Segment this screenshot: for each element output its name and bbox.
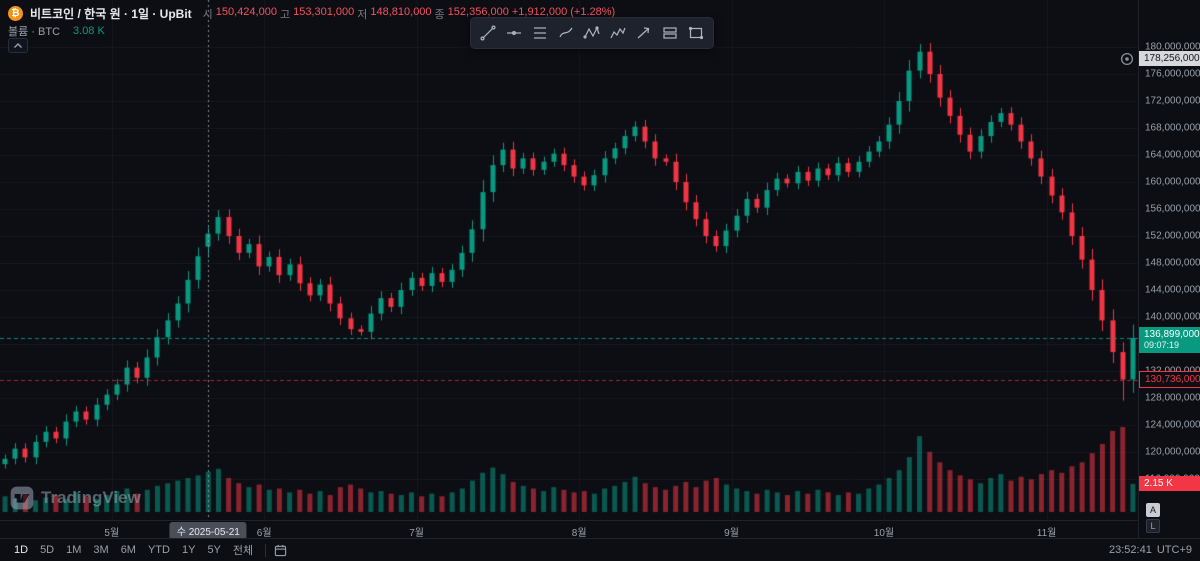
go-to-date-button[interactable] [272, 542, 289, 559]
range-button-3m[interactable]: 3M [87, 542, 114, 558]
calendar-icon [274, 544, 287, 556]
range-button-5d[interactable]: 5D [34, 542, 60, 558]
ohlc-values: 시 150,424,000 고 153,301,000 저 148,810,00… [203, 6, 616, 22]
fib-retracement-icon[interactable] [527, 20, 553, 46]
toolbar-divider [265, 543, 267, 557]
chart-legend: ₿ 비트코인 / 한국 원 · 1일 · UpBit 시 150,424,000… [8, 5, 616, 53]
price-axis-label: 148,000,000 [1145, 257, 1200, 269]
price-axis-label: 140,000,000 [1145, 311, 1200, 323]
close-value: 152,356,000 [447, 5, 509, 18]
price-alert-icon[interactable] [1120, 52, 1134, 66]
volume-value-badge: 2.15 K [1139, 475, 1200, 491]
open-label: 시 [202, 8, 213, 21]
range-button-ytd[interactable]: YTD [142, 542, 176, 558]
low-value: 148,810,000 [370, 5, 432, 18]
horizontal-line-icon[interactable] [501, 20, 527, 46]
trend-line-icon[interactable] [475, 20, 501, 46]
legend-collapse-button[interactable] [8, 38, 28, 53]
price-axis-label: 168,000,000 [1145, 122, 1200, 134]
price-axis-label: 144,000,000 [1145, 284, 1200, 296]
volume-study-label[interactable]: 볼륨 · BTC [8, 25, 61, 38]
time-axis-month-label: 5월 [104, 528, 120, 539]
bitcoin-logo-icon: ₿ [8, 6, 23, 21]
auto-scale-button[interactable]: A [1146, 503, 1160, 517]
price-axis-label: 160,000,000 [1145, 176, 1200, 188]
time-axis-month-label: 10월 [873, 528, 895, 539]
tradingview-wordmark: TradingView [41, 488, 141, 507]
clock-value: 23:52:41 [1109, 544, 1152, 556]
clock-timezone-button[interactable]: 23:52:41 UTC+9 [1109, 544, 1192, 556]
bar-close-countdown: 09:07:19 [1144, 339, 1180, 350]
time-axis-month-label: 7월 [409, 528, 424, 539]
price-axis-label: 176,000,000 [1145, 68, 1200, 80]
bottom-toolbar: 1D 5D 1M 3M 6M YTD 1Y 5Y 전체 23:52:41 UTC+9 [0, 538, 1200, 561]
prev-close-price-label: 130,736,000 [1139, 370, 1200, 388]
price-axis-label: 156,000,000 [1145, 203, 1200, 215]
high-value: 153,301,000 [293, 5, 355, 18]
symbol-title[interactable]: 비트코인 / 한국 원 · 1일 · UpBit [30, 7, 192, 21]
price-axis-label: 164,000,000 [1145, 149, 1200, 161]
high-label: 고 [279, 8, 291, 21]
range-selector: 1D 5D 1M 3M 6M YTD 1Y 5Y 전체 [8, 540, 259, 560]
range-button-5y[interactable]: 5Y [201, 542, 226, 558]
last-price-badge: 136,899,000 09:07:19 [1139, 326, 1200, 353]
time-axis[interactable]: 수 2025-05-21 5월 6월 7월 8월 9월 10월 11월 [0, 520, 1138, 540]
price-axis-label: 172,000,000 [1145, 95, 1200, 107]
log-scale-button[interactable]: L [1146, 519, 1160, 533]
brush-icon[interactable] [553, 20, 579, 46]
forecast-icon[interactable] [631, 20, 657, 46]
tradingview-watermark[interactable]: TradingView [10, 486, 141, 510]
price-axis[interactable]: 178,256,000 136,899,000 09:07:19 130,736… [1138, 0, 1200, 538]
rectangle-icon[interactable] [683, 20, 709, 46]
close-label: 종 [434, 8, 445, 21]
last-price-value: 136,899,000 [1144, 328, 1200, 340]
range-button-1m[interactable]: 1M [60, 542, 87, 558]
range-button-전체[interactable]: 전체 [227, 540, 259, 560]
price-axis-label: 124,000,000 [1145, 419, 1200, 431]
range-button-1y[interactable]: 1Y [176, 542, 201, 558]
time-axis-month-label: 8월 [571, 528, 587, 539]
tradingview-logo-icon [10, 486, 34, 510]
time-axis-month-label: 11월 [1036, 528, 1057, 539]
long-position-icon[interactable] [657, 20, 683, 46]
chevron-up-icon [14, 42, 22, 48]
open-value: 150,424,000 [215, 5, 277, 18]
range-button-1d[interactable]: 1D [8, 542, 34, 558]
price-axis-label: 180,000,000 [1145, 41, 1200, 53]
alert-price-label: 178,256,000 [1139, 50, 1200, 66]
timezone-value: UTC+9 [1156, 544, 1192, 556]
range-button-6m[interactable]: 6M [115, 542, 142, 558]
price-axis-label: 120,000,000 [1145, 446, 1200, 458]
time-axis-month-label: 6월 [256, 528, 272, 539]
price-chart-canvas[interactable] [0, 0, 1138, 520]
volume-study-value: 3.08 K [73, 24, 105, 37]
price-axis-label: 152,000,000 [1145, 230, 1200, 242]
change-value: +1,912,000 (+1.28%) [511, 5, 616, 18]
price-axis-label: 128,000,000 [1145, 392, 1200, 404]
crosshair-date-badge: 수 2025-05-21 [169, 522, 247, 540]
elliott-wave-icon[interactable] [605, 20, 631, 46]
xabcd-pattern-icon[interactable] [579, 20, 605, 46]
time-axis-month-label: 9월 [724, 528, 739, 539]
low-label: 저 [357, 8, 368, 21]
drawing-toolbar [470, 17, 714, 49]
